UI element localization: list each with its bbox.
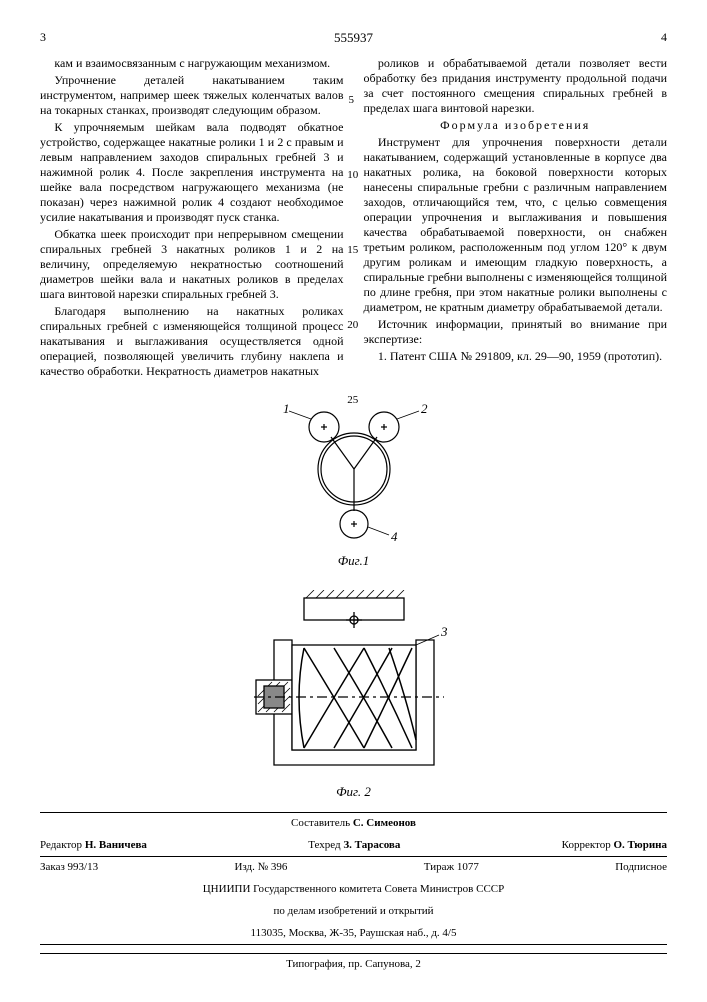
page-number-right: 4 — [617, 30, 667, 46]
paragraph: Упрочнение деталей накатыванием таким ин… — [40, 73, 344, 118]
order-no: Заказ 993/13 — [40, 861, 98, 875]
figures-block: 1 2 4 Фиг.1 — [40, 399, 667, 800]
credits-row: Редактор Н. Ваничева Техред З. Тарасова … — [40, 835, 667, 857]
org-line-2: по делам изобретений и открытий — [40, 901, 667, 923]
paragraph: Инструмент для упрочнения поверхности де… — [364, 135, 668, 315]
paragraph: 1. Патент США № 291809, кл. 29—90, 1959 … — [364, 349, 668, 364]
figure-2-label-3: 3 — [440, 624, 448, 639]
figure-1-label-4: 4 — [391, 529, 398, 544]
paragraph: роликов и обрабатываемой детали позволяе… — [364, 56, 668, 116]
columns-wrap: 5 10 15 20 25 кам и взаимосвязанным с на… — [40, 56, 667, 381]
page-number-left: 3 — [40, 30, 90, 46]
techred: Техред З. Тарасова — [308, 839, 400, 853]
izd-no: Изд. № 396 — [234, 861, 287, 875]
paragraph: К упрочняемым шейкам вала подводят об­ка… — [40, 120, 344, 225]
paragraph: Источник информации, принятый во внима­н… — [364, 317, 668, 347]
line-number: 5 — [348, 94, 354, 108]
left-column: кам и взаимосвязанным с нагружающим ме­х… — [40, 56, 344, 381]
org-line-1: ЦНИИПИ Государственного комитета Совета … — [40, 879, 667, 901]
compiler-row: Составитель С. Симеонов — [40, 813, 667, 835]
right-column: роликов и обрабатываемой детали позволяе… — [364, 56, 668, 381]
podpisnoe: Подписное — [615, 861, 667, 875]
paragraph: Обкатка шеек происходит при непрерывном … — [40, 227, 344, 302]
paragraph: кам и взаимосвязанным с нагружающим ме­х… — [40, 56, 344, 71]
footer-table: Составитель С. Симеонов Редактор Н. Вани… — [40, 812, 667, 946]
figure-2-caption: Фиг. 2 — [40, 784, 667, 800]
line-number: 10 — [347, 169, 358, 183]
formula-title: Формула изобретения — [364, 118, 668, 133]
figure-1-label-2: 2 — [421, 401, 428, 416]
figure-1-label-1: 1 — [283, 401, 290, 416]
print-row: Заказ 993/13 Изд. № 396 Тираж 1077 Подпи… — [40, 856, 667, 879]
editor: Редактор Н. Ваничева — [40, 839, 147, 853]
figure-1-svg: 1 2 4 — [269, 399, 439, 549]
tipografia: Типография, пр. Сапунова, 2 — [40, 953, 667, 972]
patent-number: 555937 — [90, 30, 617, 46]
figure-1-caption: Фиг.1 — [40, 553, 667, 569]
tirazh: Тираж 1077 — [424, 861, 479, 875]
line-number: 15 — [347, 244, 358, 258]
header-row: 3 555937 4 — [40, 30, 667, 46]
line-number: 20 — [347, 319, 358, 333]
figure-2-svg: 3 — [234, 590, 474, 780]
line-number: 25 — [347, 394, 358, 408]
paragraph: Благодаря выполнению на накатных роли­ка… — [40, 304, 344, 379]
org-address: 113035, Москва, Ж-35, Раушская наб., д. … — [40, 923, 667, 945]
corrector: Корректор О. Тюрина — [562, 839, 667, 853]
